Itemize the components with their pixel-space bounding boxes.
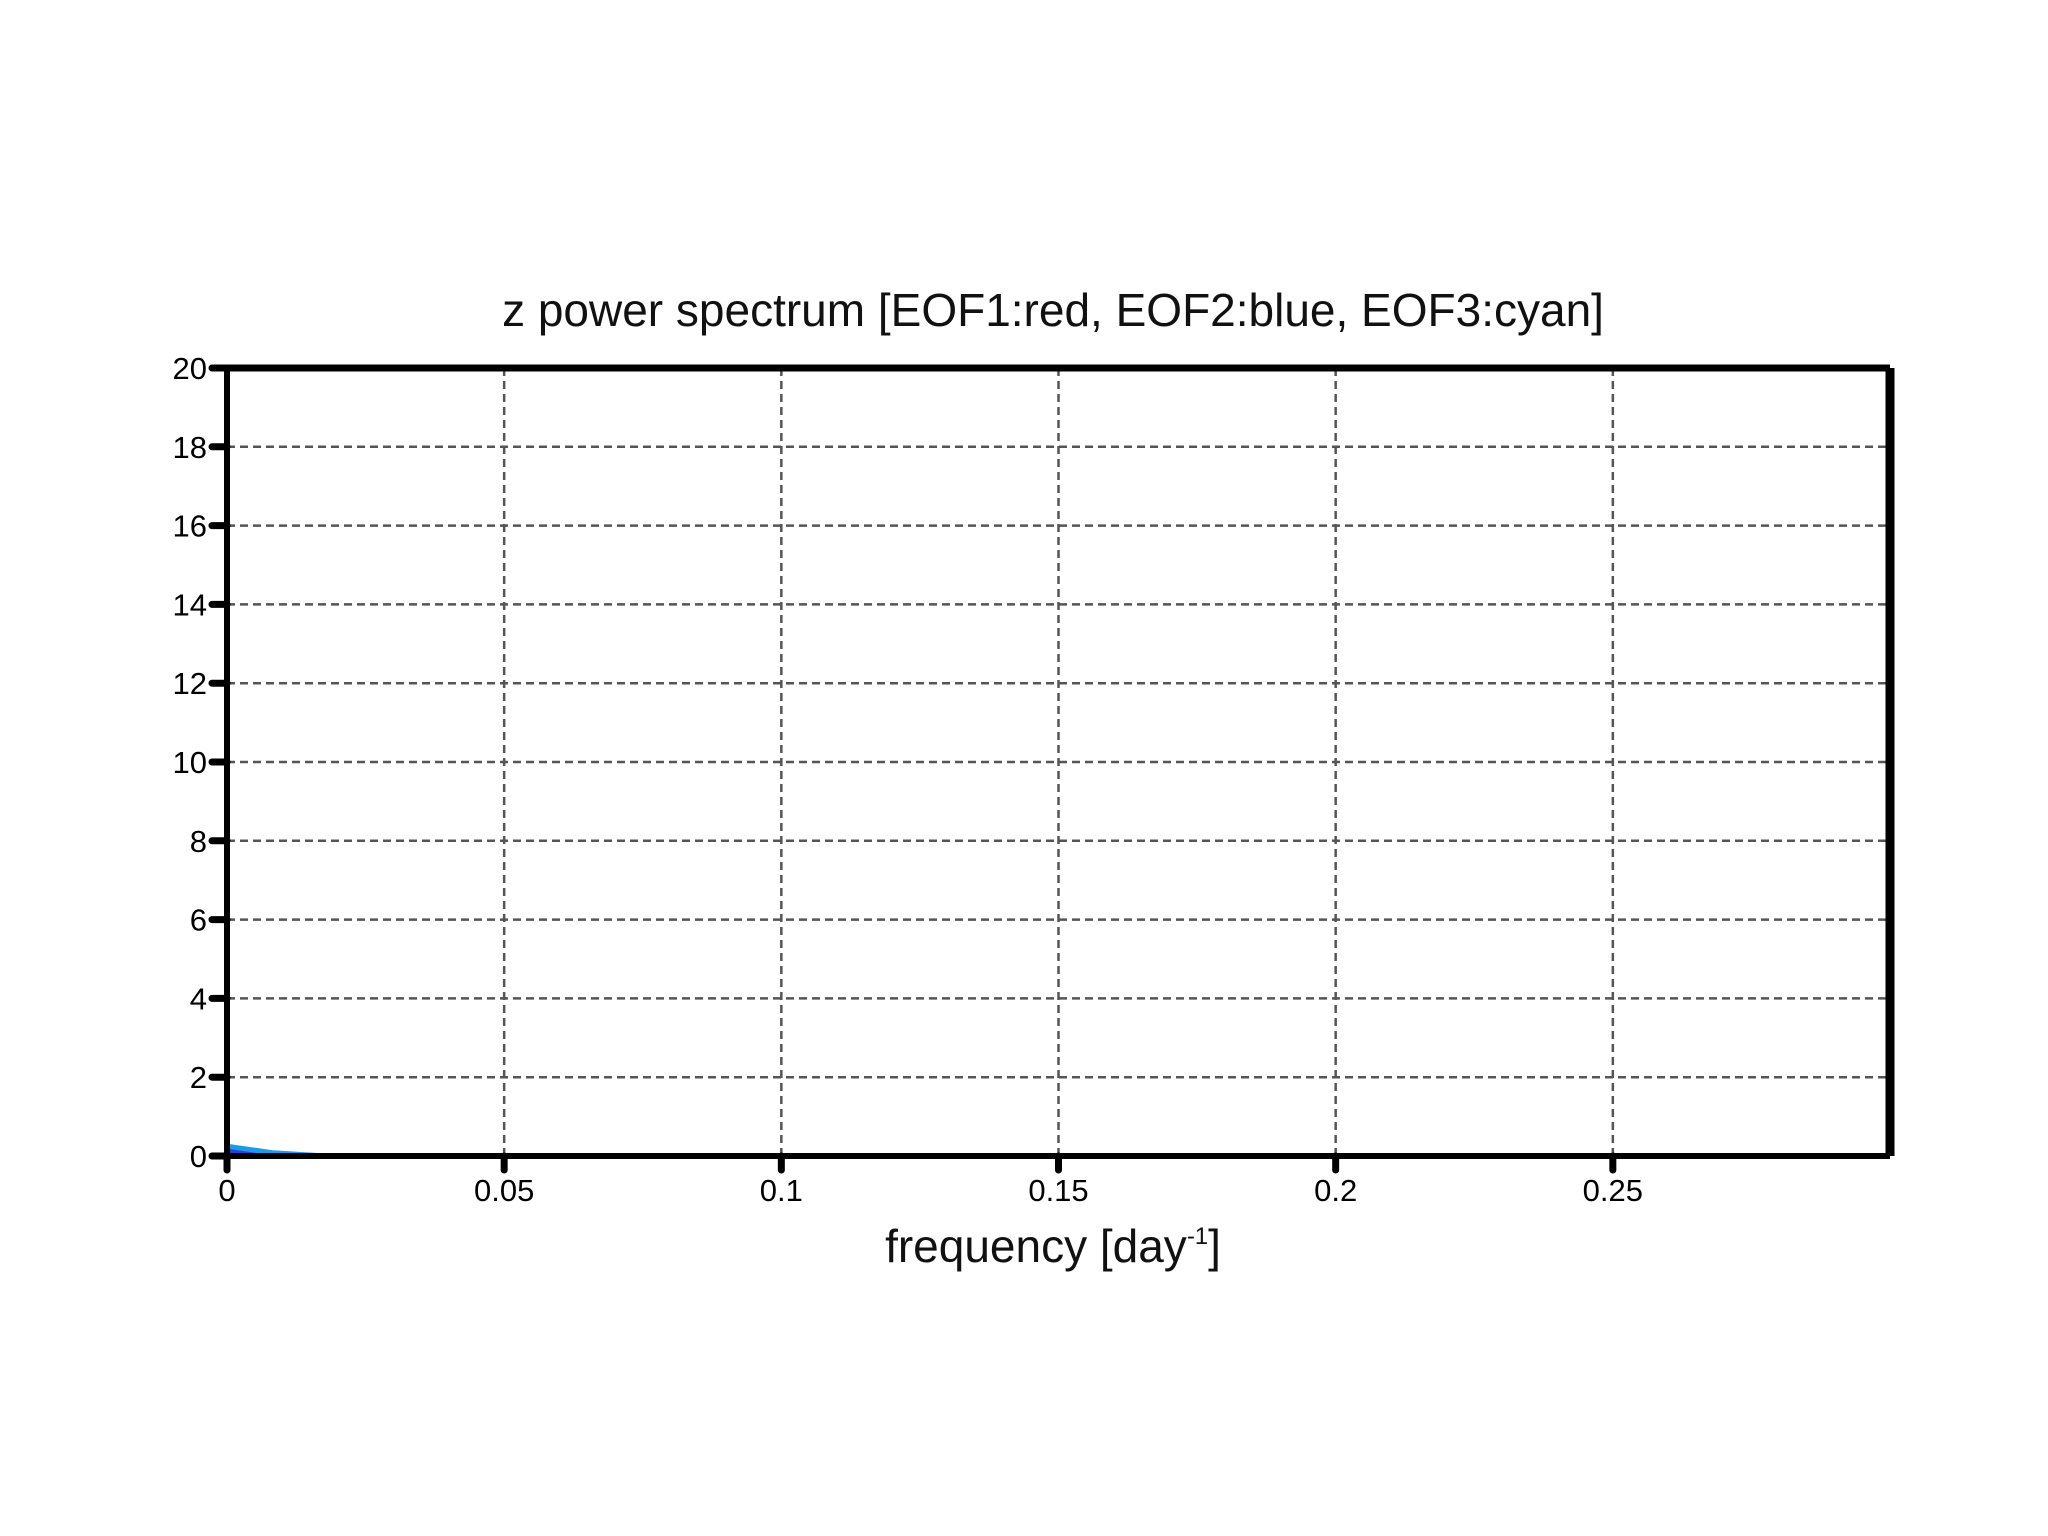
y-tick-label: 2 [190,1060,207,1095]
x-tick-label: 0.05 [474,1173,534,1208]
y-tick-label: 12 [173,666,207,701]
x-tick-label: 0 [218,1173,235,1208]
y-tick-label: 16 [173,509,207,544]
y-tick-label: 8 [190,824,207,859]
y-tick-label: 6 [190,903,207,938]
grid-layer [227,368,1890,1156]
y-tick-label: 20 [173,351,207,386]
x-tick-label: 0.1 [760,1173,803,1208]
axis-ticks: 0 2 4 6 8 10 12 14 16 18 20 0 0.05 0.1 0.15 0.2 0.25 [173,351,1643,1208]
x-axis-label-suffix: ] [1208,1220,1221,1272]
x-tick-label: 0.25 [1583,1173,1643,1208]
x-tick-label: 0.2 [1314,1173,1357,1208]
y-tick-label: 10 [173,745,207,780]
x-tick-label: 0.15 [1028,1173,1088,1208]
y-tick-label: 14 [173,587,207,622]
chart-title: z power spectrum [EOF1:red, EOF2:blue, E… [502,284,1604,336]
x-axis-label-text: frequency [day [885,1220,1187,1272]
x-axis-label-superscript: -1 [1187,1223,1208,1250]
y-tick-label: 0 [190,1139,207,1174]
y-tick-label: 4 [190,981,207,1016]
y-tick-label: 18 [173,430,207,465]
x-axis-label: frequency [day-1] [885,1220,1221,1272]
